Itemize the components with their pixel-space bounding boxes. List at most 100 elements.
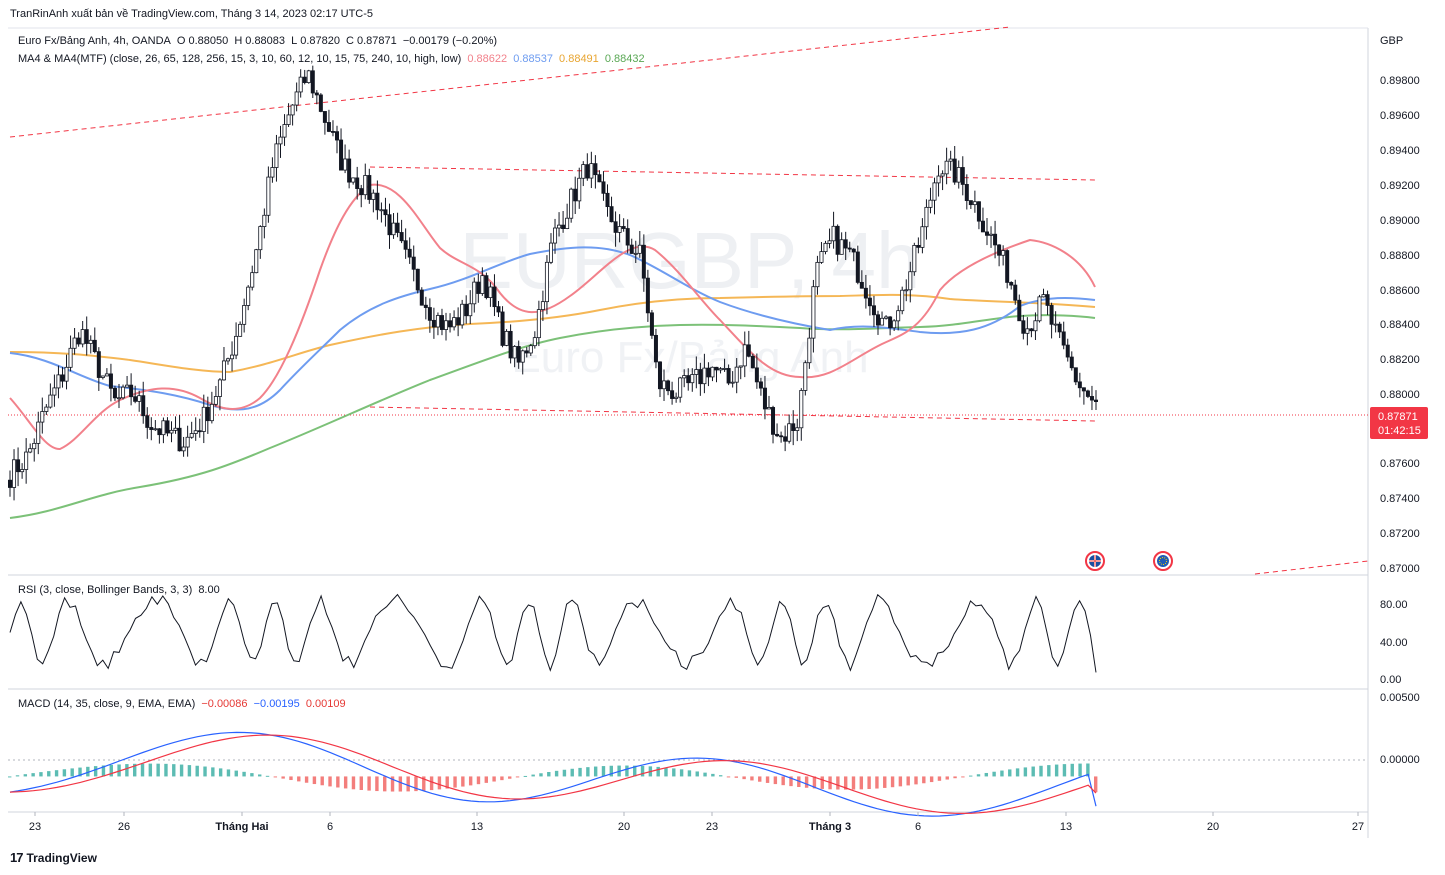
watermark-symbol: EURGBP, 4h — [460, 216, 921, 305]
macd-histogram-bar — [398, 776, 403, 792]
macd-histogram-bar — [140, 763, 145, 777]
macd-signal-line — [9, 734, 1097, 815]
macd-histogram-bar — [812, 776, 817, 789]
candle-body — [294, 91, 299, 106]
candle-body — [395, 222, 400, 233]
macd-scale[interactable]: 0.00500 0.00000 — [1380, 692, 1420, 766]
candle-body — [351, 177, 356, 183]
candle-body — [403, 240, 408, 250]
candle-body — [1057, 323, 1062, 333]
macd-histogram-bar — [242, 771, 246, 777]
macd-histogram-bar — [437, 776, 442, 790]
candle-body — [112, 387, 117, 399]
macd-histogram-bar — [320, 776, 324, 786]
candle-body — [145, 415, 150, 428]
candle-body — [488, 286, 493, 299]
macd-histogram-bar — [968, 775, 973, 777]
macd-histogram-bar — [164, 763, 168, 777]
candle-body — [956, 167, 961, 183]
candle-body — [738, 365, 743, 368]
candle-body — [1037, 296, 1042, 322]
candle-body — [645, 277, 650, 314]
tradingview-logo[interactable]: 17 TradingView — [10, 850, 97, 865]
candle-body — [76, 337, 81, 345]
uk-flag-event-icon[interactable] — [1085, 551, 1105, 571]
rsi-title: RSI (3, close, Bollinger Bands, 3, 3) — [18, 584, 193, 596]
candle-body — [84, 329, 89, 344]
candle-body — [448, 320, 453, 328]
candle-body — [427, 307, 432, 321]
macd-histogram-bar — [390, 776, 395, 792]
macd-histogram-bar — [625, 765, 629, 777]
candle-body — [787, 423, 792, 442]
symbol-legend[interactable]: Euro Fx/Bảng Anh, 4h, OANDA O 0.88050 H 0.… — [18, 35, 500, 47]
macd-histogram-bar — [804, 776, 809, 788]
rsi-value: 8.00 — [198, 584, 220, 596]
eu-flag-event-icon[interactable] — [1153, 551, 1173, 571]
candle-body — [92, 339, 97, 353]
candlestick-series — [7, 65, 1099, 501]
candle-body — [948, 158, 953, 162]
candle-body — [431, 319, 436, 328]
candle-body — [153, 428, 158, 431]
candle-body — [734, 366, 739, 383]
macd-histogram-bar — [1062, 764, 1067, 777]
rsi-legend[interactable]: RSI (3, close, Bollinger Bands, 3, 3) 8.… — [18, 584, 223, 596]
macd-histogram-bar — [523, 775, 528, 777]
candle-body — [544, 261, 549, 303]
macd-histogram-bar — [640, 765, 645, 777]
macd-histogram-bar — [289, 776, 293, 781]
candle-body — [347, 158, 352, 183]
candle-body — [133, 396, 138, 402]
price-scale[interactable]: GBP 0.89800 0.89600 0.89400 0.89200 0.89… — [1380, 35, 1420, 575]
macd-histogram-bar — [78, 767, 82, 777]
candle-body — [16, 459, 21, 473]
macd-histogram-bar — [992, 771, 996, 777]
candle-body — [125, 384, 130, 388]
candle-body — [1073, 367, 1078, 383]
candle-body — [536, 309, 541, 339]
candle-body — [633, 252, 638, 255]
macd-histogram-bar — [664, 767, 668, 777]
candle-body — [629, 244, 634, 254]
candle-body — [1077, 381, 1082, 389]
ma-indicator-legend[interactable]: MA4 & MA4(MTF) (close, 26, 65, 128, 256,… — [18, 53, 648, 65]
candle-body — [456, 317, 461, 326]
price-tick: 0.87600 — [1380, 458, 1420, 470]
candle-body — [254, 249, 259, 274]
candle-body — [20, 469, 25, 473]
macd-histogram-bar — [187, 765, 192, 777]
macd-value-2: −0.00195 — [253, 698, 300, 710]
candle-body — [387, 214, 392, 236]
candle-body — [952, 158, 957, 183]
candle-body — [686, 375, 691, 384]
candle-body — [827, 240, 832, 244]
candle-body — [121, 386, 126, 399]
macd-histogram-bar — [711, 773, 715, 777]
candle-body — [359, 188, 364, 196]
candle-body — [698, 369, 703, 385]
candle-body — [238, 323, 243, 337]
macd-histogram-bar — [758, 776, 762, 782]
macd-legend[interactable]: MACD (14, 35, close, 9, EMA, EMA) −0.000… — [18, 698, 349, 710]
upper-trendline — [9, 26, 1011, 138]
candle-body — [298, 76, 303, 93]
macd-histogram-bar — [23, 774, 28, 777]
macd-histogram-bar — [609, 765, 613, 777]
candle-body — [24, 451, 29, 470]
candle-body — [407, 248, 412, 258]
candle-body — [641, 244, 646, 279]
macd-histogram-bar — [883, 776, 887, 788]
candle-body — [383, 209, 388, 216]
macd-histogram-bar — [93, 766, 98, 777]
price-tick: 0.88600 — [1380, 285, 1420, 297]
rsi-scale[interactable]: 80.00 40.00 0.00 — [1380, 599, 1408, 686]
time-label: 23 — [29, 821, 41, 833]
macd-histogram-bar — [672, 768, 676, 777]
candle-body — [173, 427, 178, 431]
candle-body — [928, 199, 933, 208]
candle-body — [775, 433, 780, 437]
macd-histogram-bar — [781, 776, 785, 786]
time-axis[interactable]: 23 26 Tháng Hai 6 13 20 23 Tháng 3 6 13 … — [29, 821, 1364, 833]
